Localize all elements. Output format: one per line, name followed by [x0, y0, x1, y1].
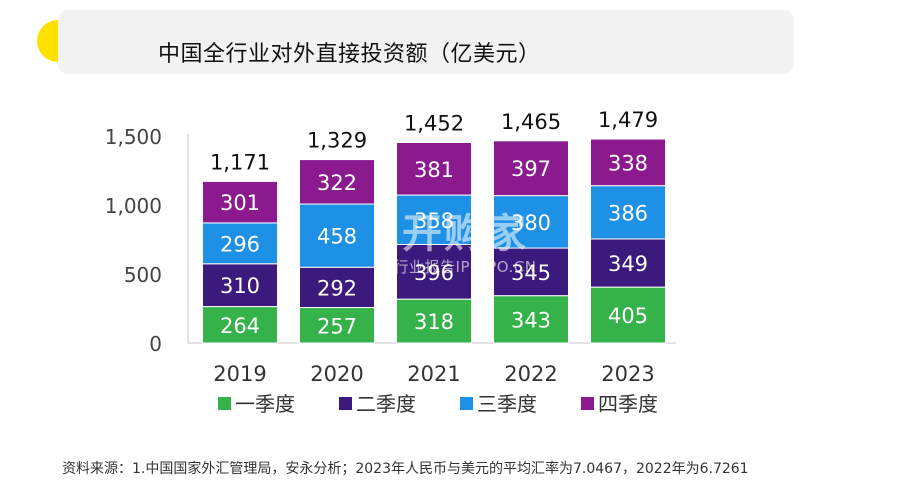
legend-swatch [460, 397, 473, 410]
total-label: 1,465 [501, 110, 561, 134]
legend-swatch [218, 397, 231, 410]
bar-segment [299, 159, 375, 205]
data-label: 405 [608, 304, 648, 328]
legend-label: 一季度 [235, 392, 295, 416]
data-label: 397 [511, 157, 551, 181]
bar-segment [590, 185, 666, 240]
data-label: 386 [608, 201, 648, 225]
x-tick-label: 2020 [310, 362, 363, 386]
data-label: 296 [220, 232, 260, 256]
legend-label: 四季度 [598, 392, 658, 416]
y-tick-label: 1,500 [105, 125, 162, 149]
bar-segment [202, 263, 278, 308]
data-label: 396 [414, 261, 454, 285]
bar-segment [396, 194, 472, 245]
chart-title: 中国全行业对外直接投资额（亿美元） [158, 42, 541, 67]
y-tick-label: 1,000 [105, 194, 162, 218]
x-tick-label: 2019 [213, 362, 266, 386]
bar-segment [396, 141, 472, 196]
x-tick-label: 2022 [504, 362, 557, 386]
data-label: 345 [511, 261, 551, 285]
data-label: 310 [220, 274, 260, 298]
bar-segment [493, 140, 569, 197]
data-label: 257 [317, 314, 357, 338]
total-label: 1,452 [404, 111, 464, 135]
total-label: 1,171 [210, 150, 270, 174]
total-label: 1,479 [598, 108, 658, 132]
data-label: 264 [220, 314, 260, 338]
bar-segment [202, 306, 278, 344]
data-label: 301 [220, 191, 260, 215]
legend-swatch [339, 397, 352, 410]
data-label: 349 [608, 252, 648, 276]
data-label: 358 [414, 209, 454, 233]
data-label: 292 [317, 276, 357, 300]
bar-segment [493, 195, 569, 249]
bar-segment [202, 180, 278, 224]
y-tick-label: 500 [124, 263, 162, 287]
data-label: 338 [608, 151, 648, 175]
legend-label: 三季度 [477, 392, 537, 416]
data-label: 343 [511, 308, 551, 332]
x-tick-label: 2021 [407, 362, 460, 386]
x-tick-label: 2023 [601, 362, 654, 386]
data-label: 380 [511, 211, 551, 235]
data-label: 322 [317, 171, 357, 195]
title-bar: 中国全行业对外直接投资额（亿美元） [58, 10, 794, 74]
data-label: 318 [414, 310, 454, 334]
legend-label: 二季度 [356, 392, 416, 416]
bar-segment [590, 138, 666, 187]
total-label: 1,329 [307, 129, 367, 153]
bar-segment [396, 298, 472, 344]
bar-segment [396, 243, 472, 300]
bar-segment [590, 238, 666, 288]
legend-swatch [581, 397, 594, 410]
data-label: 458 [317, 225, 357, 249]
data-label: 381 [414, 158, 454, 182]
bar-segment [493, 295, 569, 344]
source-note: 资料来源：1.中国国家外汇管理局，安永分析；2023年人民币与美元的平均汇率为7… [62, 461, 749, 477]
y-tick-label: 0 [149, 332, 162, 356]
bar-segment [299, 307, 375, 344]
bar-segment [202, 222, 278, 265]
